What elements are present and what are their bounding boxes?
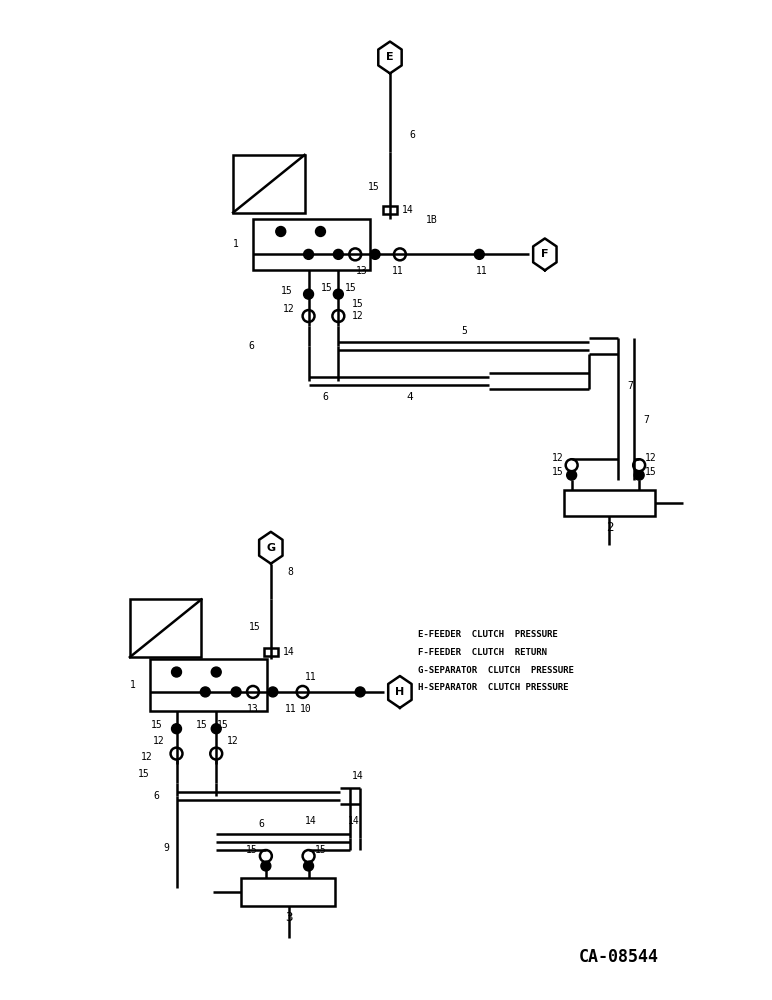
- Circle shape: [333, 310, 344, 322]
- Circle shape: [261, 861, 271, 871]
- Text: H-SEPARATOR  CLUTCH PRESSURE: H-SEPARATOR CLUTCH PRESSURE: [418, 683, 568, 692]
- Text: 15: 15: [246, 845, 258, 855]
- Bar: [264, 648, 278, 656]
- Circle shape: [474, 249, 484, 259]
- Text: 7: 7: [628, 381, 633, 391]
- Text: 4: 4: [406, 392, 413, 402]
- Text: 15: 15: [645, 467, 657, 477]
- Text: 15: 15: [320, 283, 332, 293]
- Circle shape: [349, 248, 361, 260]
- Circle shape: [303, 861, 313, 871]
- Circle shape: [210, 748, 222, 760]
- Text: G: G: [266, 543, 276, 553]
- Text: 15: 15: [281, 286, 293, 296]
- Circle shape: [212, 667, 222, 677]
- Circle shape: [171, 748, 182, 760]
- Text: CA-08544: CA-08544: [578, 948, 659, 966]
- Circle shape: [268, 687, 278, 697]
- Text: 12: 12: [227, 736, 239, 746]
- Text: 10: 10: [300, 704, 311, 714]
- Circle shape: [303, 249, 313, 259]
- Circle shape: [276, 227, 286, 236]
- Text: 12: 12: [352, 311, 364, 321]
- Text: 15: 15: [552, 467, 564, 477]
- Circle shape: [394, 248, 406, 260]
- Text: 15: 15: [195, 720, 207, 730]
- Circle shape: [303, 289, 313, 299]
- Text: 11: 11: [476, 266, 487, 276]
- Bar: [241, 878, 335, 906]
- Circle shape: [566, 459, 577, 471]
- Text: 12: 12: [645, 453, 657, 463]
- Circle shape: [633, 459, 645, 471]
- Circle shape: [334, 289, 344, 299]
- Text: 5: 5: [462, 326, 467, 336]
- Circle shape: [201, 687, 210, 697]
- Text: 12: 12: [283, 304, 295, 314]
- Circle shape: [635, 470, 644, 480]
- Circle shape: [247, 686, 259, 698]
- Circle shape: [303, 310, 314, 322]
- Circle shape: [567, 470, 577, 480]
- Text: 11: 11: [285, 704, 296, 714]
- Text: 8: 8: [288, 567, 293, 577]
- Text: 12: 12: [153, 736, 164, 746]
- Text: 6: 6: [323, 392, 328, 402]
- Text: 15: 15: [368, 182, 380, 192]
- Text: 15: 15: [315, 845, 327, 855]
- Circle shape: [316, 227, 326, 236]
- Text: 15: 15: [138, 769, 150, 779]
- Text: 14: 14: [283, 647, 295, 657]
- Text: 6: 6: [409, 130, 415, 140]
- Text: 2: 2: [605, 521, 613, 534]
- Text: 13: 13: [357, 266, 368, 276]
- Circle shape: [231, 687, 241, 697]
- Text: 15: 15: [151, 720, 163, 730]
- Text: H: H: [395, 687, 405, 697]
- Text: E-FEEDER  CLUTCH  PRESSURE: E-FEEDER CLUTCH PRESSURE: [418, 630, 557, 639]
- Text: 12: 12: [141, 752, 153, 762]
- Text: 14: 14: [305, 816, 317, 826]
- Text: 1: 1: [233, 239, 239, 249]
- Bar: [253, 219, 370, 270]
- Circle shape: [334, 249, 344, 259]
- Circle shape: [171, 667, 181, 677]
- Text: F-FEEDER  CLUTCH  RETURN: F-FEEDER CLUTCH RETURN: [418, 648, 547, 657]
- Text: 15: 15: [352, 299, 364, 309]
- Text: G-SEPARATOR  CLUTCH  PRESSURE: G-SEPARATOR CLUTCH PRESSURE: [418, 666, 574, 675]
- Text: 15: 15: [217, 720, 229, 730]
- Circle shape: [370, 249, 380, 259]
- Text: 3: 3: [285, 911, 293, 924]
- Bar: [564, 490, 655, 516]
- Bar: [383, 206, 397, 214]
- Text: 11: 11: [305, 672, 317, 682]
- Text: 6: 6: [248, 341, 254, 351]
- Text: 11: 11: [392, 266, 404, 276]
- Text: 13: 13: [247, 704, 259, 714]
- Text: E: E: [386, 52, 394, 62]
- Text: F: F: [541, 249, 549, 259]
- Circle shape: [212, 724, 222, 734]
- Circle shape: [303, 850, 314, 862]
- Circle shape: [355, 687, 365, 697]
- Text: 14: 14: [348, 816, 360, 826]
- Text: 15: 15: [344, 283, 356, 293]
- Text: 6: 6: [154, 791, 160, 801]
- Text: 9: 9: [164, 843, 170, 853]
- Text: 1B: 1B: [426, 215, 438, 225]
- Bar: [150, 659, 267, 711]
- Bar: [233, 155, 305, 213]
- Text: 12: 12: [552, 453, 564, 463]
- Circle shape: [171, 724, 181, 734]
- Text: 15: 15: [249, 622, 261, 632]
- Text: 6: 6: [258, 819, 264, 829]
- Text: 14: 14: [402, 205, 414, 215]
- Circle shape: [260, 850, 272, 862]
- Text: 1: 1: [130, 680, 136, 690]
- Text: 14: 14: [352, 771, 364, 781]
- Text: 7: 7: [643, 415, 649, 425]
- Circle shape: [296, 686, 309, 698]
- Bar: [130, 599, 201, 657]
